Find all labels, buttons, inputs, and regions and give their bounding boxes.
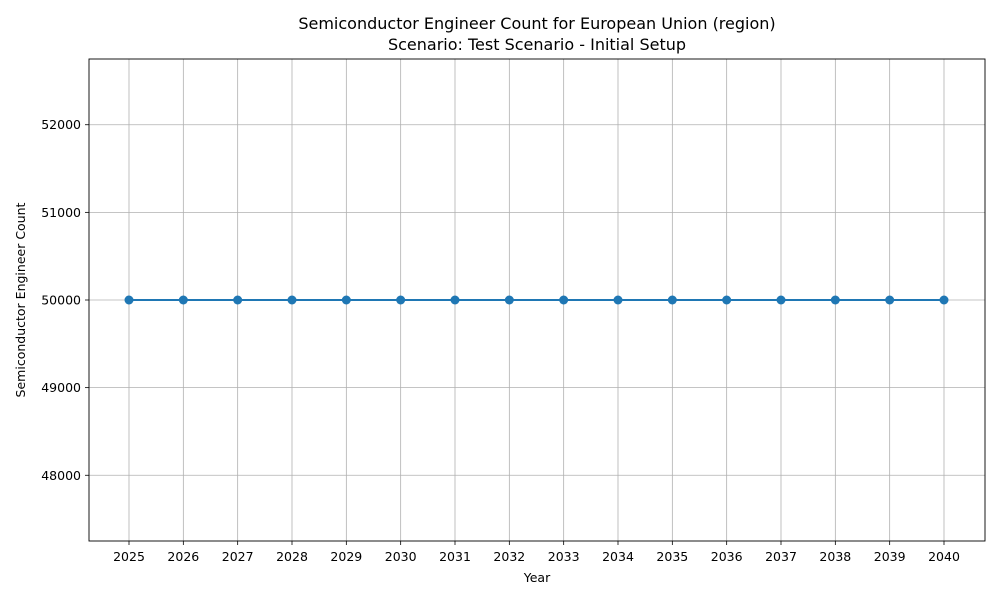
data-point [939,295,949,305]
x-tick-label: 2035 [656,549,688,564]
data-point [504,295,514,305]
x-tick-label: 2034 [602,549,634,564]
x-tick-label: 2030 [385,549,417,564]
x-tick-label: 2039 [874,549,906,564]
x-axis-label: Year [523,570,551,585]
x-tick-label: 2032 [493,549,525,564]
y-tick-label: 48000 [41,468,81,483]
chart-title: Semiconductor Engineer Count for Europea… [298,14,775,33]
data-point [178,295,188,305]
x-axis-ticks: 2025 2026 2027 2028 2029 2030 2031 2032 2033 2034… [113,541,960,564]
data-point [776,295,786,305]
data-point [830,295,840,305]
x-tick-label: 2027 [222,549,254,564]
x-tick-label: 2031 [439,549,471,564]
data-point [233,295,243,305]
x-tick-label: 2026 [167,549,199,564]
x-tick-label: 2037 [765,549,797,564]
data-point [287,295,297,305]
data-point [885,295,895,305]
y-tick-label: 50000 [41,293,81,308]
x-tick-label: 2025 [113,549,145,564]
x-tick-label: 2036 [711,549,743,564]
x-tick-label: 2038 [819,549,851,564]
data-point [341,295,351,305]
y-tick-label: 52000 [41,117,81,132]
data-point [450,295,460,305]
data-point [559,295,569,305]
y-axis-ticks: 48000 49000 50000 51000 52000 [41,117,89,483]
y-tick-label: 49000 [41,380,81,395]
x-tick-label: 2033 [548,549,580,564]
series-markers [124,295,949,305]
data-point [667,295,677,305]
y-axis-label: Semiconductor Engineer Count [13,202,28,397]
x-tick-label: 2040 [928,549,960,564]
data-point [613,295,623,305]
data-point [722,295,732,305]
x-tick-label: 2028 [276,549,308,564]
y-tick-label: 51000 [41,205,81,220]
data-point [396,295,406,305]
x-tick-label: 2029 [330,549,362,564]
data-point [124,295,134,305]
chart-subtitle: Scenario: Test Scenario - Initial Setup [388,35,686,54]
